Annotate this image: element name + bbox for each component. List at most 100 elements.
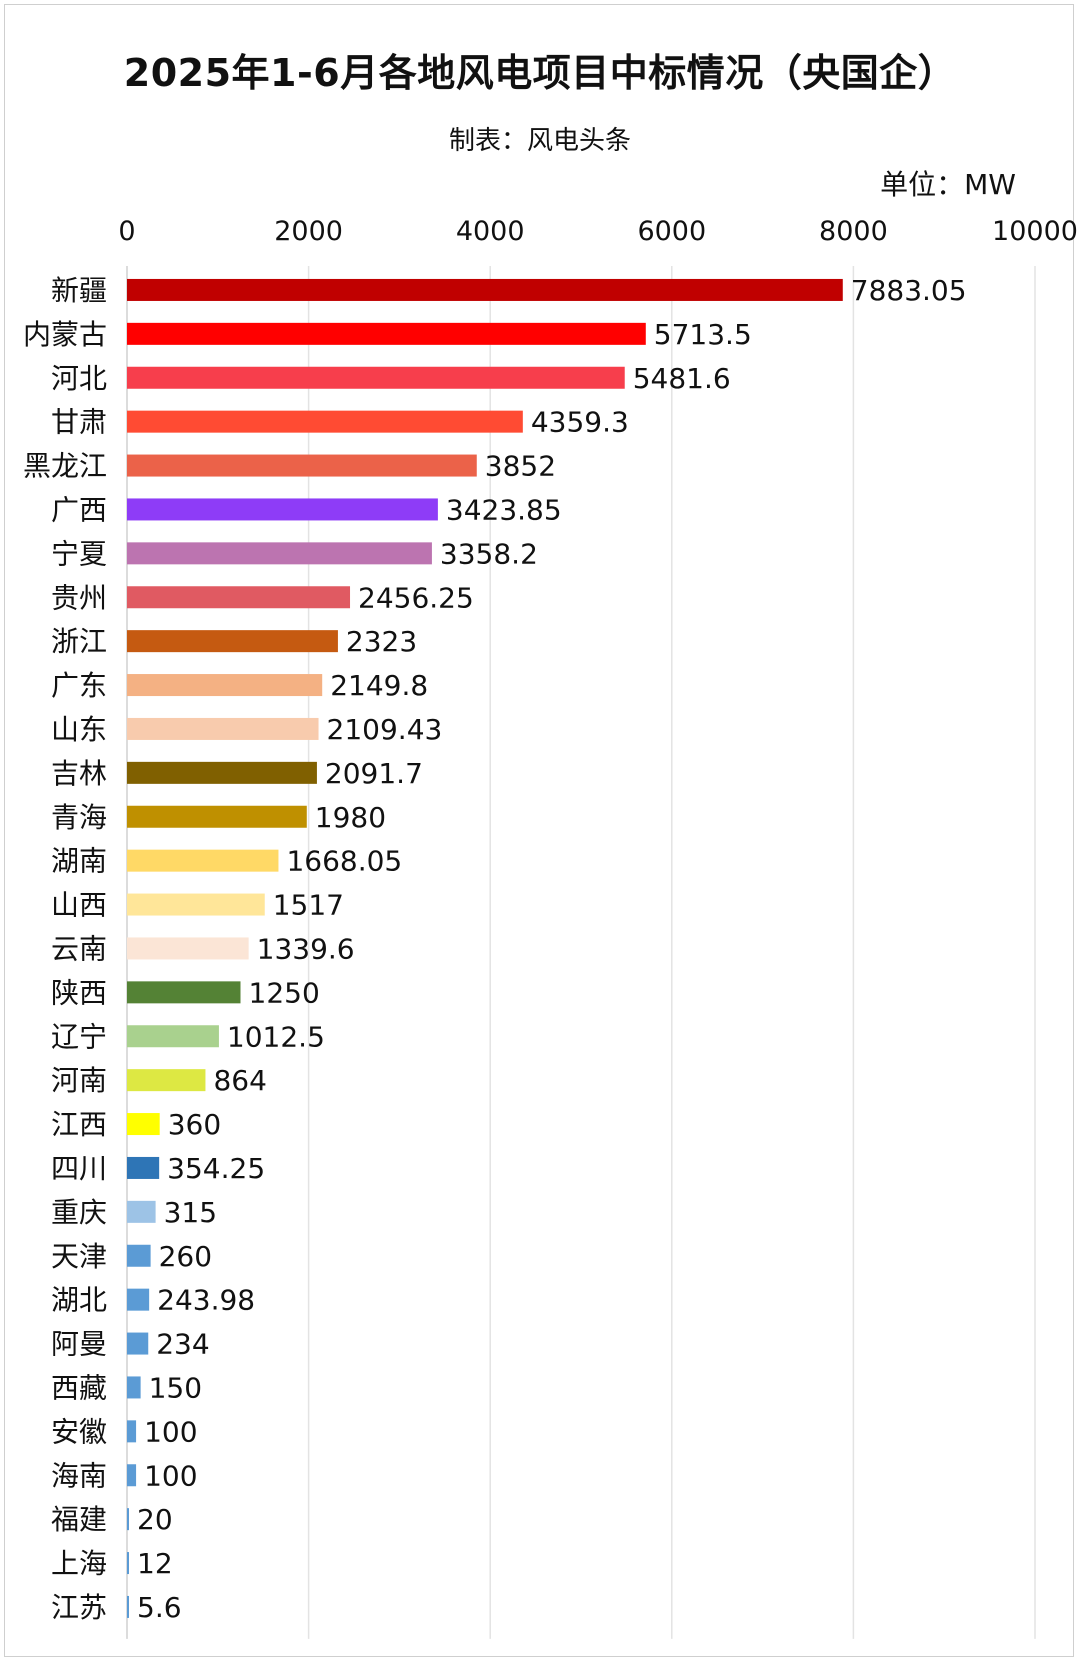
category-label: 福建 xyxy=(51,1503,107,1536)
value-label: 4359.3 xyxy=(531,406,629,439)
category-label: 山西 xyxy=(51,889,107,922)
category-label: 吉林 xyxy=(51,757,107,790)
bar xyxy=(127,1025,219,1048)
category-label: 湖南 xyxy=(51,845,107,878)
category-label: 河南 xyxy=(51,1064,107,1097)
chart-title: 2025年1-6月各地风电项目中标情况（央国企） xyxy=(123,51,957,95)
value-label: 12 xyxy=(137,1547,173,1580)
bar xyxy=(127,586,351,609)
bar xyxy=(127,630,338,653)
bar xyxy=(127,1376,141,1399)
bar xyxy=(127,366,625,389)
category-label: 宁夏 xyxy=(51,537,107,570)
category-label: 广西 xyxy=(51,493,107,526)
bar xyxy=(127,1069,206,1092)
bar xyxy=(127,1113,160,1136)
category-label: 四川 xyxy=(51,1152,107,1185)
bar xyxy=(127,1595,129,1618)
value-label: 360 xyxy=(168,1108,221,1141)
value-label: 3358.2 xyxy=(440,537,538,570)
bar xyxy=(127,937,249,960)
bar xyxy=(127,454,477,477)
value-label: 3852 xyxy=(485,450,556,483)
bar xyxy=(127,893,265,916)
bar xyxy=(127,410,523,433)
category-label: 江西 xyxy=(51,1108,107,1141)
category-label: 西藏 xyxy=(51,1371,107,1404)
category-label: 安徽 xyxy=(51,1415,107,1448)
category-label: 贵州 xyxy=(51,581,107,614)
category-label: 陕西 xyxy=(51,976,107,1009)
category-label: 上海 xyxy=(51,1547,107,1580)
value-label: 7883.05 xyxy=(851,274,967,307)
bar xyxy=(127,1288,150,1311)
value-label: 2323 xyxy=(346,625,417,658)
value-label: 1250 xyxy=(249,976,320,1009)
category-label: 浙江 xyxy=(51,625,107,658)
value-label: 243.98 xyxy=(157,1284,255,1317)
bar xyxy=(127,498,438,521)
value-label: 100 xyxy=(144,1459,197,1492)
x-tick-label: 10000 xyxy=(992,216,1078,247)
bar xyxy=(127,1332,149,1355)
category-label: 黑龙江 xyxy=(23,450,107,483)
category-label: 重庆 xyxy=(51,1196,107,1229)
category-label: 江苏 xyxy=(51,1591,107,1624)
category-label: 天津 xyxy=(51,1240,107,1273)
chart-subtitle: 制表：风电头条 xyxy=(448,126,631,156)
value-label: 864 xyxy=(213,1064,266,1097)
bar xyxy=(127,1244,151,1267)
category-label: 云南 xyxy=(51,932,107,965)
value-label: 5.6 xyxy=(137,1591,182,1624)
category-label: 河北 xyxy=(51,362,107,395)
unit-label: 单位：MW xyxy=(880,168,1016,201)
value-label: 2109.43 xyxy=(327,713,443,746)
bar xyxy=(127,981,241,1004)
category-label: 青海 xyxy=(51,801,107,834)
x-tick-label: 4000 xyxy=(456,216,525,247)
category-label: 甘肃 xyxy=(51,406,107,439)
bar xyxy=(127,1200,156,1223)
category-label: 湖北 xyxy=(51,1284,107,1317)
value-label: 20 xyxy=(137,1503,173,1536)
value-label: 2091.7 xyxy=(325,757,423,790)
value-label: 2456.25 xyxy=(358,581,474,614)
category-label: 山东 xyxy=(51,713,107,746)
value-label: 3423.85 xyxy=(446,493,562,526)
bar xyxy=(127,761,317,784)
chart-frame xyxy=(4,4,1074,1657)
bar xyxy=(127,542,432,565)
value-label: 100 xyxy=(144,1415,197,1448)
value-label: 260 xyxy=(159,1240,212,1273)
value-label: 1980 xyxy=(315,801,386,834)
value-label: 1012.5 xyxy=(227,1020,325,1053)
value-label: 315 xyxy=(164,1196,217,1229)
bar xyxy=(127,805,307,828)
x-tick-label: 8000 xyxy=(819,216,888,247)
value-label: 234 xyxy=(156,1328,209,1361)
value-label: 1668.05 xyxy=(286,845,402,878)
value-label: 1517 xyxy=(273,889,344,922)
bar xyxy=(127,1552,129,1575)
category-label: 内蒙古 xyxy=(23,318,107,351)
bar xyxy=(127,1420,137,1443)
category-label: 阿曼 xyxy=(51,1328,107,1361)
bar xyxy=(127,717,319,740)
x-tick-label: 0 xyxy=(118,216,135,247)
bar xyxy=(127,1464,137,1487)
value-label: 2149.8 xyxy=(330,669,428,702)
category-label: 辽宁 xyxy=(51,1020,107,1053)
value-label: 5481.6 xyxy=(633,362,731,395)
value-label: 1339.6 xyxy=(257,932,355,965)
bar xyxy=(127,1156,160,1179)
category-label: 海南 xyxy=(51,1459,107,1492)
category-label: 新疆 xyxy=(51,274,107,307)
bar xyxy=(127,674,323,697)
x-tick-label: 2000 xyxy=(274,216,343,247)
x-tick-label: 6000 xyxy=(637,216,706,247)
bar xyxy=(127,1508,129,1531)
category-label: 广东 xyxy=(51,669,107,702)
bar xyxy=(127,278,843,301)
bar xyxy=(127,849,279,872)
